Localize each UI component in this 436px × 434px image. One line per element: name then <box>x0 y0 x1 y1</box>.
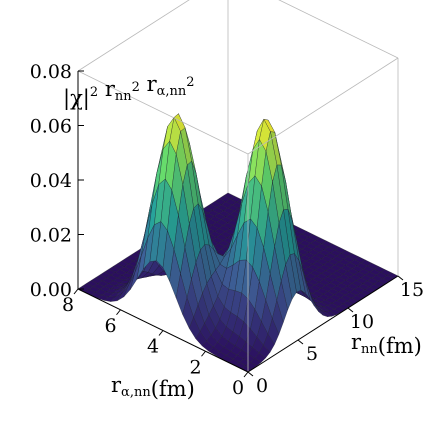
y-tick <box>116 309 121 316</box>
y-tick <box>243 371 249 378</box>
x-tick-label: 15 <box>400 279 424 301</box>
label-part: |χ| <box>63 86 90 111</box>
z-tick-label: 0.04 <box>30 170 72 192</box>
z-axis-label: |χ|2 rnn2 rα,nn2 <box>63 72 195 111</box>
z-tick-label: 0.06 <box>30 116 72 138</box>
label-part: nn <box>361 342 378 357</box>
x-tick-label: 5 <box>306 343 318 365</box>
x-tick-label: 10 <box>350 311 374 333</box>
z-tick-label: 0.00 <box>30 279 72 301</box>
x-tick-label: 0 <box>256 375 268 397</box>
label-part: r <box>111 373 122 397</box>
y-tick <box>73 288 79 295</box>
box-edge-right-top <box>278 0 399 59</box>
label-part: (fm) <box>151 377 195 401</box>
box-edge-back-top <box>77 0 190 72</box>
x-tick <box>297 339 304 345</box>
bounding-box-front <box>77 57 399 372</box>
x-tick <box>397 275 404 281</box>
label-part: (fm) <box>378 334 422 358</box>
y-tick-label: 0 <box>232 377 244 399</box>
label-part: α,nn <box>121 385 151 400</box>
label-part: 2 <box>132 80 140 95</box>
label-part: 2 <box>186 75 194 90</box>
y-tick-label: 8 <box>62 294 74 316</box>
z-tick-label: 0.08 <box>30 61 72 83</box>
y-axis-label: rα,nn(fm) <box>111 373 195 401</box>
x-axis-line <box>247 275 399 373</box>
label-part: 2 <box>90 85 98 100</box>
z-tick-label: 0.02 <box>30 225 72 247</box>
axes: 0.00 0.02 0.04 0.06 0.08 0 2 4 6 8 0 5 10 15 <box>30 61 424 399</box>
y-tick-label: 2 <box>189 356 201 378</box>
y-tick-label: 6 <box>104 315 116 337</box>
x-tick <box>347 307 354 313</box>
label-part: r <box>351 330 362 354</box>
box-edge-front-top <box>247 57 399 155</box>
label-part: nn <box>115 89 132 104</box>
box-edge-left-top <box>77 70 249 155</box>
label-part: r <box>98 77 116 101</box>
label-part: r <box>140 72 158 96</box>
x-tick <box>247 371 254 377</box>
x-axis-label: rnn(fm) <box>351 330 422 358</box>
surface-mesh <box>77 113 399 373</box>
label-part: α,nn <box>157 84 187 99</box>
y-tick <box>201 350 206 357</box>
y-tick-label: 4 <box>147 336 159 358</box>
y-tick <box>158 330 164 336</box>
